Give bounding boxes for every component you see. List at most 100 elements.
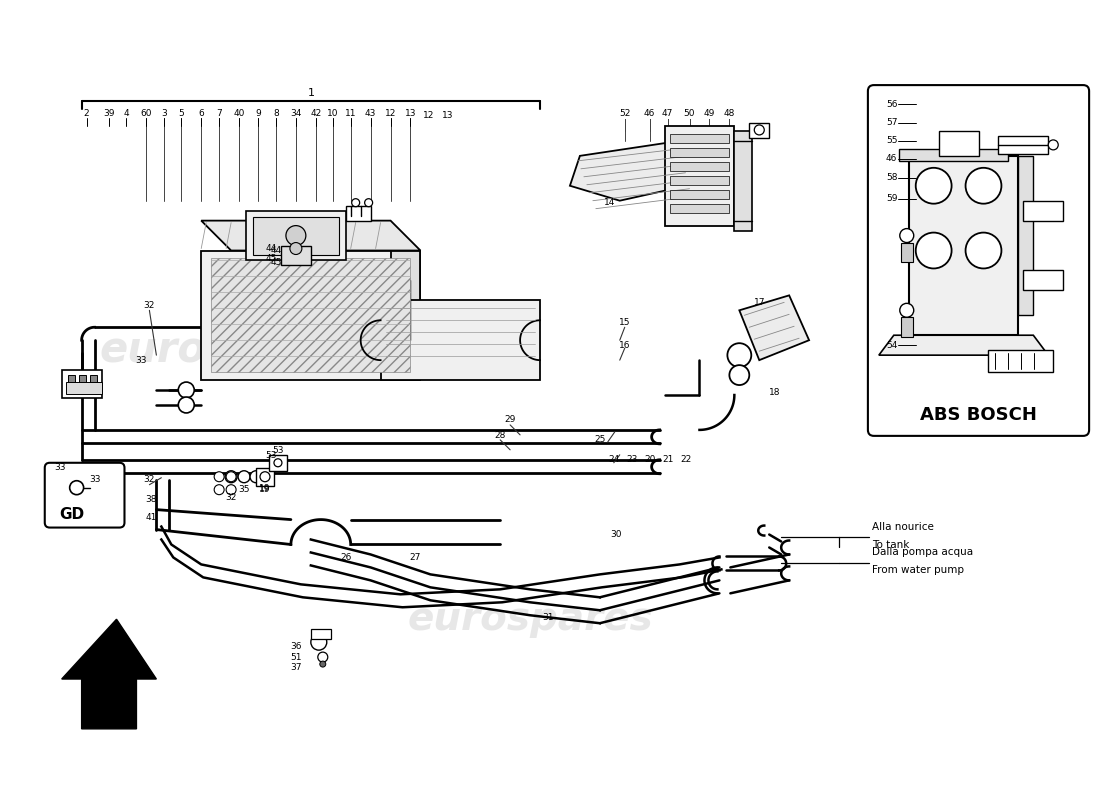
Text: 46: 46 bbox=[644, 109, 656, 118]
Circle shape bbox=[900, 229, 914, 242]
Bar bbox=[62, 370, 101, 398]
Circle shape bbox=[290, 242, 301, 254]
Text: From water pump: From water pump bbox=[872, 566, 964, 575]
Circle shape bbox=[260, 472, 270, 482]
Polygon shape bbox=[879, 335, 1048, 355]
Circle shape bbox=[915, 168, 952, 204]
Text: 34: 34 bbox=[290, 109, 301, 118]
Text: 42: 42 bbox=[310, 109, 321, 118]
Text: 19: 19 bbox=[260, 484, 271, 493]
Circle shape bbox=[178, 397, 195, 413]
Text: 33: 33 bbox=[135, 356, 147, 365]
Polygon shape bbox=[390, 250, 420, 380]
Text: 12: 12 bbox=[422, 111, 435, 121]
Text: 21: 21 bbox=[662, 455, 673, 464]
Text: eurospares: eurospares bbox=[99, 329, 363, 371]
Text: 45: 45 bbox=[265, 254, 277, 263]
Bar bbox=[89, 375, 97, 385]
Text: Alla nourice: Alla nourice bbox=[872, 522, 934, 531]
Text: 6: 6 bbox=[198, 109, 205, 118]
Text: 32: 32 bbox=[226, 493, 236, 502]
Circle shape bbox=[966, 233, 1001, 269]
Bar bbox=[280, 246, 311, 266]
Circle shape bbox=[729, 365, 749, 385]
Polygon shape bbox=[201, 221, 420, 250]
Text: 47: 47 bbox=[662, 109, 673, 118]
Text: 31: 31 bbox=[542, 613, 553, 622]
Text: 20: 20 bbox=[644, 455, 656, 464]
Bar bbox=[670, 148, 729, 157]
Text: 2: 2 bbox=[84, 109, 89, 118]
Text: 45: 45 bbox=[271, 258, 282, 267]
Text: 8: 8 bbox=[273, 109, 278, 118]
Text: 7: 7 bbox=[217, 109, 222, 118]
Text: 33: 33 bbox=[89, 475, 101, 484]
Bar bbox=[1023, 270, 1064, 290]
Circle shape bbox=[226, 470, 238, 482]
Text: 54: 54 bbox=[886, 341, 898, 350]
Text: 1: 1 bbox=[307, 88, 315, 98]
Bar bbox=[311, 630, 331, 639]
Text: ABS BOSCH: ABS BOSCH bbox=[920, 406, 1037, 424]
Polygon shape bbox=[570, 141, 710, 201]
Circle shape bbox=[364, 198, 373, 206]
Text: 32: 32 bbox=[144, 475, 155, 484]
Text: 35: 35 bbox=[239, 485, 250, 494]
Circle shape bbox=[69, 481, 84, 494]
Polygon shape bbox=[739, 295, 810, 360]
FancyBboxPatch shape bbox=[868, 85, 1089, 436]
Text: 5: 5 bbox=[178, 109, 184, 118]
Bar bbox=[938, 131, 979, 156]
Text: 24: 24 bbox=[608, 455, 619, 464]
Text: 53: 53 bbox=[272, 446, 284, 455]
Bar bbox=[381, 300, 540, 380]
Bar bbox=[901, 242, 913, 262]
Bar bbox=[68, 375, 75, 385]
Bar bbox=[999, 136, 1048, 154]
Text: 52: 52 bbox=[619, 109, 630, 118]
Bar bbox=[735, 131, 752, 230]
Bar bbox=[246, 210, 345, 261]
Text: 43: 43 bbox=[365, 109, 376, 118]
Text: 28: 28 bbox=[495, 431, 506, 440]
Text: 40: 40 bbox=[233, 109, 245, 118]
Bar bbox=[1023, 201, 1064, 221]
Circle shape bbox=[238, 470, 250, 482]
Text: 33: 33 bbox=[54, 463, 66, 472]
Circle shape bbox=[915, 233, 952, 269]
Polygon shape bbox=[62, 619, 156, 729]
Text: 18: 18 bbox=[769, 387, 780, 397]
Text: 49: 49 bbox=[704, 109, 715, 118]
Bar bbox=[670, 162, 729, 170]
Circle shape bbox=[318, 652, 328, 662]
Circle shape bbox=[214, 472, 224, 482]
Circle shape bbox=[320, 661, 326, 667]
Bar bbox=[371, 281, 410, 340]
Circle shape bbox=[250, 470, 262, 482]
Text: 37: 37 bbox=[290, 662, 301, 671]
Text: 56: 56 bbox=[886, 99, 898, 109]
Text: 25: 25 bbox=[594, 435, 605, 444]
Bar bbox=[201, 250, 420, 380]
Text: 3: 3 bbox=[162, 109, 167, 118]
Text: 4: 4 bbox=[123, 109, 130, 118]
Bar bbox=[670, 134, 729, 143]
Text: 60: 60 bbox=[141, 109, 152, 118]
Bar bbox=[901, 318, 913, 338]
Text: 17: 17 bbox=[754, 298, 764, 307]
Bar bbox=[670, 204, 729, 213]
Bar bbox=[670, 176, 729, 185]
Bar bbox=[1019, 156, 1033, 315]
Circle shape bbox=[274, 458, 282, 466]
Circle shape bbox=[900, 303, 914, 318]
Circle shape bbox=[227, 485, 236, 494]
Text: 51: 51 bbox=[290, 653, 301, 662]
Text: 38: 38 bbox=[145, 495, 157, 504]
Text: 57: 57 bbox=[886, 118, 898, 127]
Text: 23: 23 bbox=[626, 455, 637, 464]
Bar bbox=[256, 468, 274, 486]
Circle shape bbox=[286, 226, 306, 246]
Circle shape bbox=[966, 168, 1001, 204]
Bar bbox=[989, 350, 1053, 372]
Text: 58: 58 bbox=[886, 174, 898, 182]
